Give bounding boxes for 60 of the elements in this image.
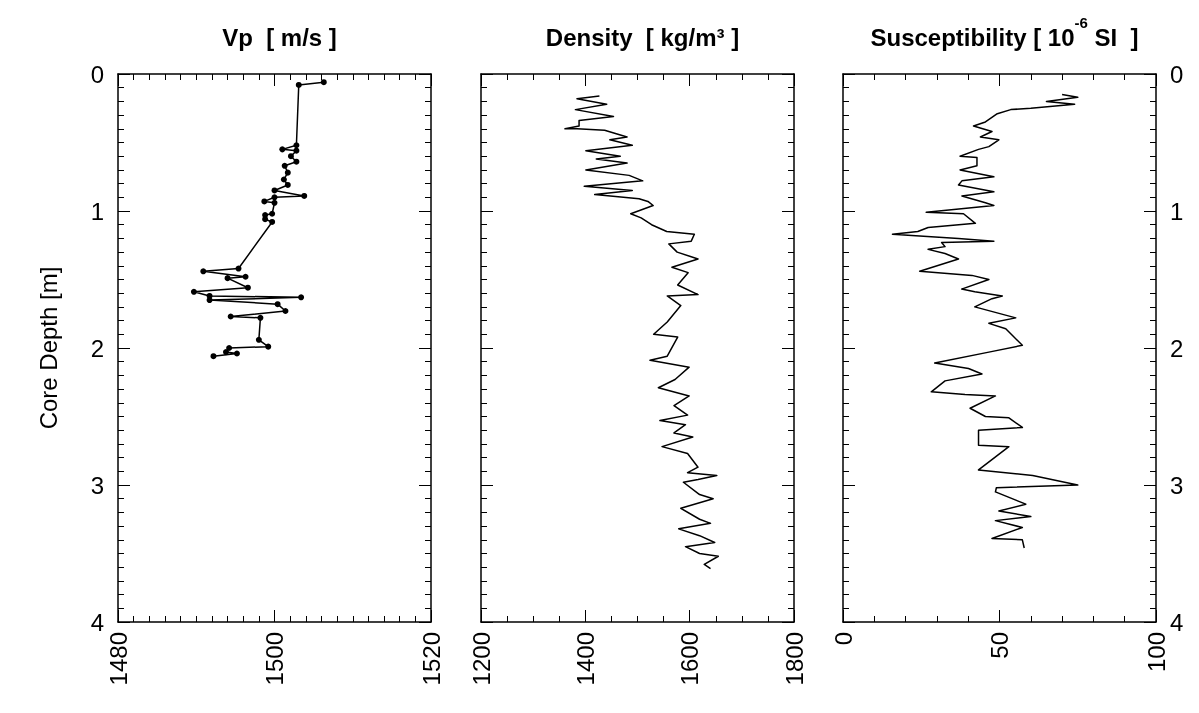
point: [295, 81, 302, 88]
y-tick-label: 0: [90, 60, 104, 88]
point: [271, 187, 278, 194]
y-tick-label: 3: [90, 471, 104, 499]
x-tick-label: 100: [1142, 632, 1170, 673]
point: [200, 268, 207, 275]
point: [255, 336, 262, 343]
point: [210, 353, 217, 360]
x-tick-label: 1400: [571, 632, 599, 686]
point: [257, 314, 264, 321]
point: [269, 218, 276, 225]
point: [281, 162, 288, 169]
point: [280, 176, 287, 183]
point: [282, 308, 289, 315]
point: [262, 216, 269, 223]
x-tick-label: 1500: [261, 632, 288, 686]
point: [274, 301, 281, 308]
x-tick-label: 1800: [780, 632, 808, 686]
y-tick-label: 4: [1170, 608, 1184, 636]
x-tick-label: 50: [986, 632, 1013, 659]
point: [301, 192, 308, 199]
x-tick-label: 0: [829, 632, 857, 646]
y-tick-label: 1: [1170, 197, 1184, 225]
y-tick-label: 2: [90, 334, 104, 362]
point: [284, 169, 291, 176]
point: [271, 194, 278, 201]
y-tick-label: 4: [90, 608, 104, 636]
point: [269, 210, 276, 217]
point: [284, 181, 291, 188]
y-axis-title: Core Depth [m]: [34, 266, 62, 430]
chart-title: Density [ kg/m³ ]: [545, 23, 740, 51]
point: [293, 158, 300, 165]
point: [293, 147, 300, 154]
point: [206, 297, 213, 304]
chart-title: Vp [ m/s ]: [222, 23, 337, 51]
point: [279, 146, 286, 153]
point: [226, 345, 233, 351]
point: [190, 288, 197, 295]
point: [244, 284, 251, 291]
y-tick-label: 3: [1170, 471, 1184, 499]
point: [298, 294, 305, 301]
point: [222, 349, 229, 356]
x-tick-label: 1600: [676, 632, 704, 686]
point: [242, 273, 249, 280]
x-tick-label: 1200: [467, 632, 495, 686]
y-tick-label: 0: [1170, 60, 1184, 88]
x-tick-label: 1480: [104, 632, 132, 686]
point: [224, 275, 231, 282]
x-tick-label: 1520: [417, 632, 445, 686]
point: [293, 142, 300, 149]
point: [320, 79, 327, 86]
point: [233, 350, 240, 357]
y-tick-label: 1: [90, 197, 104, 225]
line-series: [891, 93, 1079, 549]
point: [261, 198, 268, 205]
y-tick-label: 2: [1170, 334, 1184, 362]
point: [265, 343, 272, 350]
point: [271, 199, 278, 206]
point: [287, 153, 294, 160]
point: [235, 265, 242, 272]
